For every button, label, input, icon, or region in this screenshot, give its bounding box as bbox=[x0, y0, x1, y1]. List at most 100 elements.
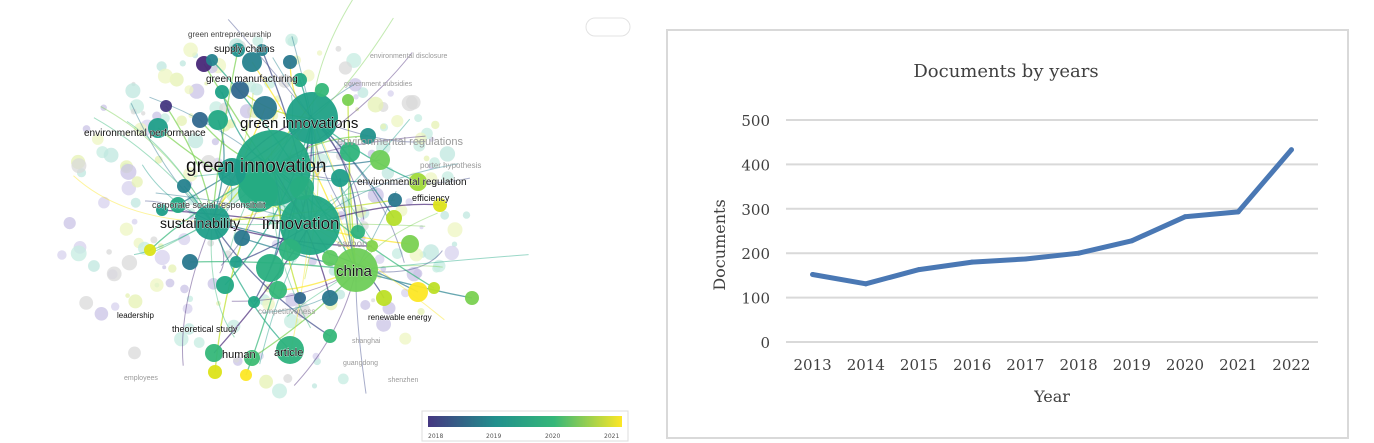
keyword-node[interactable] bbox=[269, 281, 287, 299]
background-node bbox=[348, 78, 362, 92]
keyword-node[interactable] bbox=[248, 296, 260, 308]
background-node bbox=[82, 125, 91, 133]
background-node bbox=[125, 131, 130, 137]
keyword-node[interactable] bbox=[386, 210, 402, 226]
background-node bbox=[189, 83, 205, 99]
x-tick-2014: 2014 bbox=[847, 356, 885, 374]
keyword-node[interactable] bbox=[331, 169, 349, 187]
keyword-node[interactable] bbox=[238, 172, 278, 212]
point-2014 bbox=[863, 281, 869, 287]
background-node bbox=[423, 244, 439, 261]
label-environmental-regulations: environmental regulations bbox=[337, 136, 463, 148]
x-tick-2020: 2020 bbox=[1166, 356, 1204, 374]
background-node bbox=[204, 81, 209, 86]
background-node bbox=[131, 176, 143, 188]
keyword-node[interactable] bbox=[433, 198, 447, 212]
background-node bbox=[125, 293, 130, 298]
keyword-node[interactable] bbox=[408, 282, 428, 302]
y-tick-500: 500 bbox=[741, 112, 770, 130]
background-node bbox=[98, 196, 110, 209]
background-node bbox=[447, 222, 463, 238]
label-shanghai: shanghai bbox=[352, 338, 381, 345]
keyword-node[interactable] bbox=[194, 204, 230, 240]
background-node bbox=[189, 214, 195, 220]
y-tick-100: 100 bbox=[741, 290, 770, 308]
keyword-node[interactable] bbox=[177, 179, 191, 193]
background-node bbox=[131, 218, 138, 225]
background-node bbox=[423, 155, 430, 162]
network-labels: green entrepreneurship supply chains envir… bbox=[84, 30, 482, 384]
keyword-node[interactable] bbox=[256, 44, 268, 56]
keyword-node[interactable] bbox=[216, 276, 234, 294]
keyword-node[interactable] bbox=[218, 158, 246, 186]
keyword-node[interactable] bbox=[315, 83, 329, 97]
background-node bbox=[441, 171, 454, 184]
keyword-node[interactable] bbox=[360, 128, 376, 144]
background-node bbox=[70, 245, 87, 262]
label-employees: employees bbox=[124, 375, 158, 382]
background-node bbox=[92, 133, 104, 145]
keyword-node[interactable] bbox=[283, 55, 297, 69]
keyword-node[interactable] bbox=[231, 43, 245, 57]
keyword-node[interactable] bbox=[231, 81, 249, 99]
background-node bbox=[157, 68, 173, 84]
background-node bbox=[106, 266, 122, 282]
keyword-node[interactable] bbox=[322, 290, 338, 306]
keyword-node[interactable] bbox=[409, 173, 427, 191]
keyword-node[interactable] bbox=[376, 290, 392, 306]
keyword-node[interactable] bbox=[192, 112, 208, 128]
keyword-node[interactable] bbox=[170, 197, 186, 213]
keyword-node[interactable] bbox=[340, 142, 360, 162]
background-node bbox=[444, 245, 459, 261]
keyword-node[interactable] bbox=[234, 230, 250, 246]
background-node bbox=[355, 107, 360, 112]
keyword-node[interactable] bbox=[465, 291, 479, 305]
keyword-node[interactable] bbox=[144, 244, 156, 256]
keyword-node[interactable] bbox=[342, 94, 354, 106]
keyword-node[interactable] bbox=[208, 365, 222, 379]
keyword-node[interactable] bbox=[322, 250, 338, 266]
keyword-node[interactable] bbox=[351, 225, 365, 239]
keyword-node[interactable] bbox=[182, 254, 198, 270]
keyword-node[interactable] bbox=[240, 369, 252, 381]
keyword-node[interactable] bbox=[215, 85, 229, 99]
zoom-control-icon[interactable] bbox=[585, 17, 631, 37]
keyword-node[interactable] bbox=[401, 235, 419, 253]
x-tick-2021: 2021 bbox=[1219, 356, 1257, 374]
keyword-node[interactable] bbox=[148, 118, 168, 138]
keyword-node[interactable] bbox=[160, 100, 172, 112]
keyword-node[interactable] bbox=[388, 193, 402, 207]
keyword-node[interactable] bbox=[323, 329, 337, 343]
keyword-node[interactable] bbox=[208, 110, 228, 130]
keyword-node[interactable] bbox=[253, 96, 277, 120]
keyword-node[interactable] bbox=[366, 240, 378, 252]
keyword-node[interactable] bbox=[334, 248, 378, 292]
year-color-bar bbox=[428, 416, 622, 427]
keyword-node[interactable] bbox=[428, 282, 440, 294]
keyword-node[interactable] bbox=[279, 239, 301, 261]
keyword-node[interactable] bbox=[256, 254, 284, 282]
keyword-node[interactable] bbox=[230, 256, 242, 268]
keyword-node[interactable] bbox=[276, 336, 304, 364]
keyword-node[interactable] bbox=[294, 292, 306, 304]
network-link bbox=[93, 117, 213, 223]
keyword-node[interactable] bbox=[293, 73, 307, 87]
keyword-node[interactable] bbox=[290, 176, 314, 200]
y-tick-200: 200 bbox=[741, 245, 770, 263]
background-node bbox=[130, 108, 137, 115]
keyword-node[interactable] bbox=[205, 344, 223, 362]
label-green-manufacturing: green manufacturing bbox=[206, 74, 298, 85]
background-node bbox=[440, 210, 450, 220]
background-node bbox=[371, 298, 376, 303]
keyword-node[interactable] bbox=[244, 350, 260, 366]
documents-by-years-chart-panel: Documents by years 0 100 200 300 400 500 2013… bbox=[666, 29, 1349, 439]
keyword-node[interactable] bbox=[206, 54, 218, 66]
y-axis-ticks: 0 100 200 300 400 500 bbox=[741, 112, 770, 352]
keyword-node[interactable] bbox=[242, 52, 262, 72]
keyword-node[interactable] bbox=[286, 92, 338, 144]
keyword-node[interactable] bbox=[156, 204, 168, 216]
background-node bbox=[63, 217, 76, 230]
background-node bbox=[174, 331, 189, 347]
keyword-node[interactable] bbox=[280, 195, 340, 255]
keyword-node[interactable] bbox=[370, 150, 390, 170]
